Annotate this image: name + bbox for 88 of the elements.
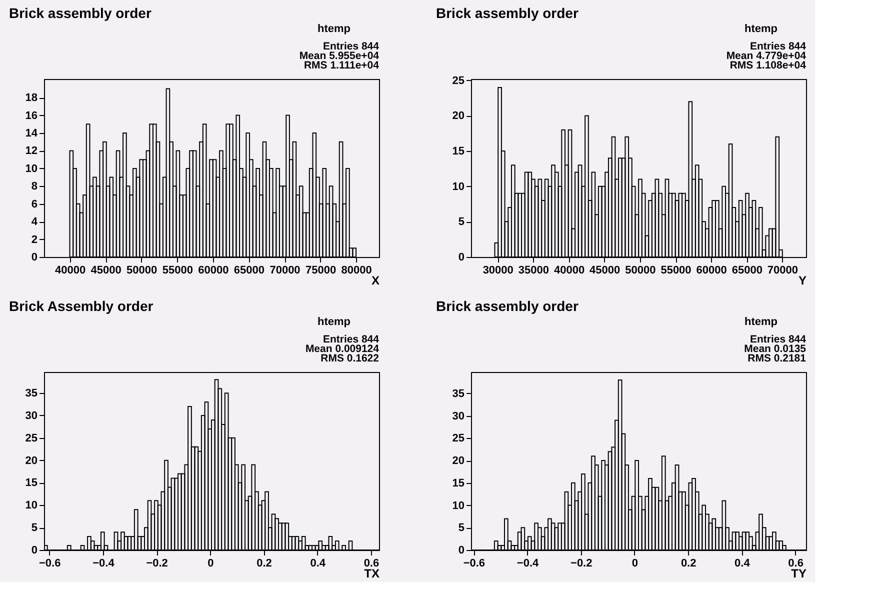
x-tick-label: −0.6 [463, 558, 486, 570]
y-tick-label: 18 [25, 92, 38, 104]
y-tick-label: 35 [25, 388, 38, 400]
y-tick-label: 16 [25, 110, 38, 122]
x-tick-label: 70000 [767, 264, 798, 276]
chart-title: Brick assembly order [9, 5, 152, 21]
text: Entries 844 [322, 40, 380, 53]
y-tick-label: 30 [25, 410, 38, 422]
y-tick-label: 15 [25, 477, 38, 490]
y-tick-label: 20 [452, 455, 464, 468]
x-tick-label: 0.4 [310, 558, 326, 570]
text: htemp [744, 316, 778, 328]
y-tick-label: 14 [25, 128, 38, 140]
y-tick-label: 5 [458, 216, 464, 228]
y-tick-label: 10 [452, 500, 464, 512]
text: RMS 0.2181 [748, 352, 806, 364]
x-tick-label: 50000 [126, 264, 158, 276]
text: Entries 844 [750, 40, 806, 53]
y-tick-label: 0 [31, 544, 38, 556]
x-tick-label: 35000 [518, 264, 549, 276]
x-tick-label: 55000 [162, 264, 193, 276]
y-tick-label: 5 [31, 522, 38, 534]
x-axis-title: TX [364, 566, 380, 580]
chart-title: Brick assembly order [436, 5, 579, 21]
y-tick-label: 5 [458, 522, 464, 534]
x-tick-label: −0.6 [39, 558, 61, 570]
x-axis-title: X [371, 274, 380, 288]
y-tick-label: 6 [31, 198, 38, 210]
y-tick-label: 0 [458, 252, 464, 264]
text: htemp [318, 316, 351, 328]
x-tick-label: 0 [632, 558, 638, 570]
x-tick-label: 50000 [625, 264, 656, 276]
y-tick-label: 15 [452, 477, 464, 490]
x-tick-label: 0.6 [788, 558, 804, 570]
x-tick-label: 65000 [732, 264, 762, 276]
x-tick-label: 40000 [54, 264, 86, 276]
text: htemp [318, 23, 351, 35]
y-tick-label: 4 [31, 216, 38, 228]
chart-title: Brick assembly order [436, 298, 579, 314]
text: Mean 0.009124 [305, 343, 380, 355]
x-tick-label: 45000 [590, 264, 620, 276]
y-tick-label: 20 [452, 110, 464, 122]
x-tick-label: −0.2 [570, 558, 592, 570]
y-tick-label: 12 [25, 145, 38, 158]
y-tick-label: 20 [25, 454, 38, 467]
y-tick-label: 0 [458, 544, 464, 556]
text: Mean 0.0135 [744, 343, 806, 355]
x-tick-label: 80000 [341, 264, 372, 276]
y-tick-label: 8 [31, 180, 38, 193]
y-tick-label: 25 [452, 432, 464, 445]
y-tick-label: 0 [31, 252, 38, 264]
y-tick-label: 10 [25, 162, 38, 175]
x-tick-label: 30000 [482, 264, 514, 276]
x-tick-label: −0.4 [92, 558, 116, 570]
x-tick-label: 60000 [198, 264, 229, 276]
text: Entries 844 [750, 334, 806, 346]
x-tick-label: 0.2 [256, 558, 272, 570]
y-tick-label: 25 [25, 432, 38, 444]
x-tick-label: −0.4 [516, 558, 540, 570]
x-axis-title: TY [791, 566, 806, 580]
text: RMS 0.1622 [320, 352, 380, 364]
y-tick-label: 10 [25, 500, 38, 512]
y-tick-label: 30 [452, 410, 464, 422]
y-tick-label: 10 [452, 180, 464, 193]
text: Mean 4.779e+04 [726, 50, 806, 62]
chart-title: Brick Assembly order [9, 298, 154, 314]
x-axis-title: Y [798, 274, 806, 288]
x-tick-label: 75000 [306, 264, 336, 276]
text: Entries 844 [322, 334, 380, 346]
x-tick-label: 0.6 [364, 558, 380, 570]
text: Mean 5.955e+04 [299, 50, 380, 62]
x-tick-label: 60000 [696, 264, 727, 276]
x-tick-label: 65000 [234, 264, 265, 276]
y-tick-label: 25 [452, 74, 464, 87]
y-tick-label: 15 [452, 146, 464, 158]
text: RMS 1.111e+04 [304, 59, 380, 72]
x-tick-label: 70000 [270, 264, 300, 276]
x-tick-label: −0.2 [146, 558, 168, 570]
x-tick-label: 45000 [90, 264, 122, 276]
text: RMS 1.108e+04 [730, 59, 806, 72]
y-tick-label: 2 [31, 234, 38, 246]
x-tick-label: 0.2 [680, 558, 696, 570]
x-tick-label: 40000 [554, 264, 585, 276]
x-tick-label: 0 [208, 558, 214, 570]
x-tick-label: 0.4 [734, 558, 751, 570]
x-tick-label: 55000 [660, 264, 692, 276]
text: htemp [744, 23, 778, 35]
y-tick-label: 35 [452, 388, 464, 400]
